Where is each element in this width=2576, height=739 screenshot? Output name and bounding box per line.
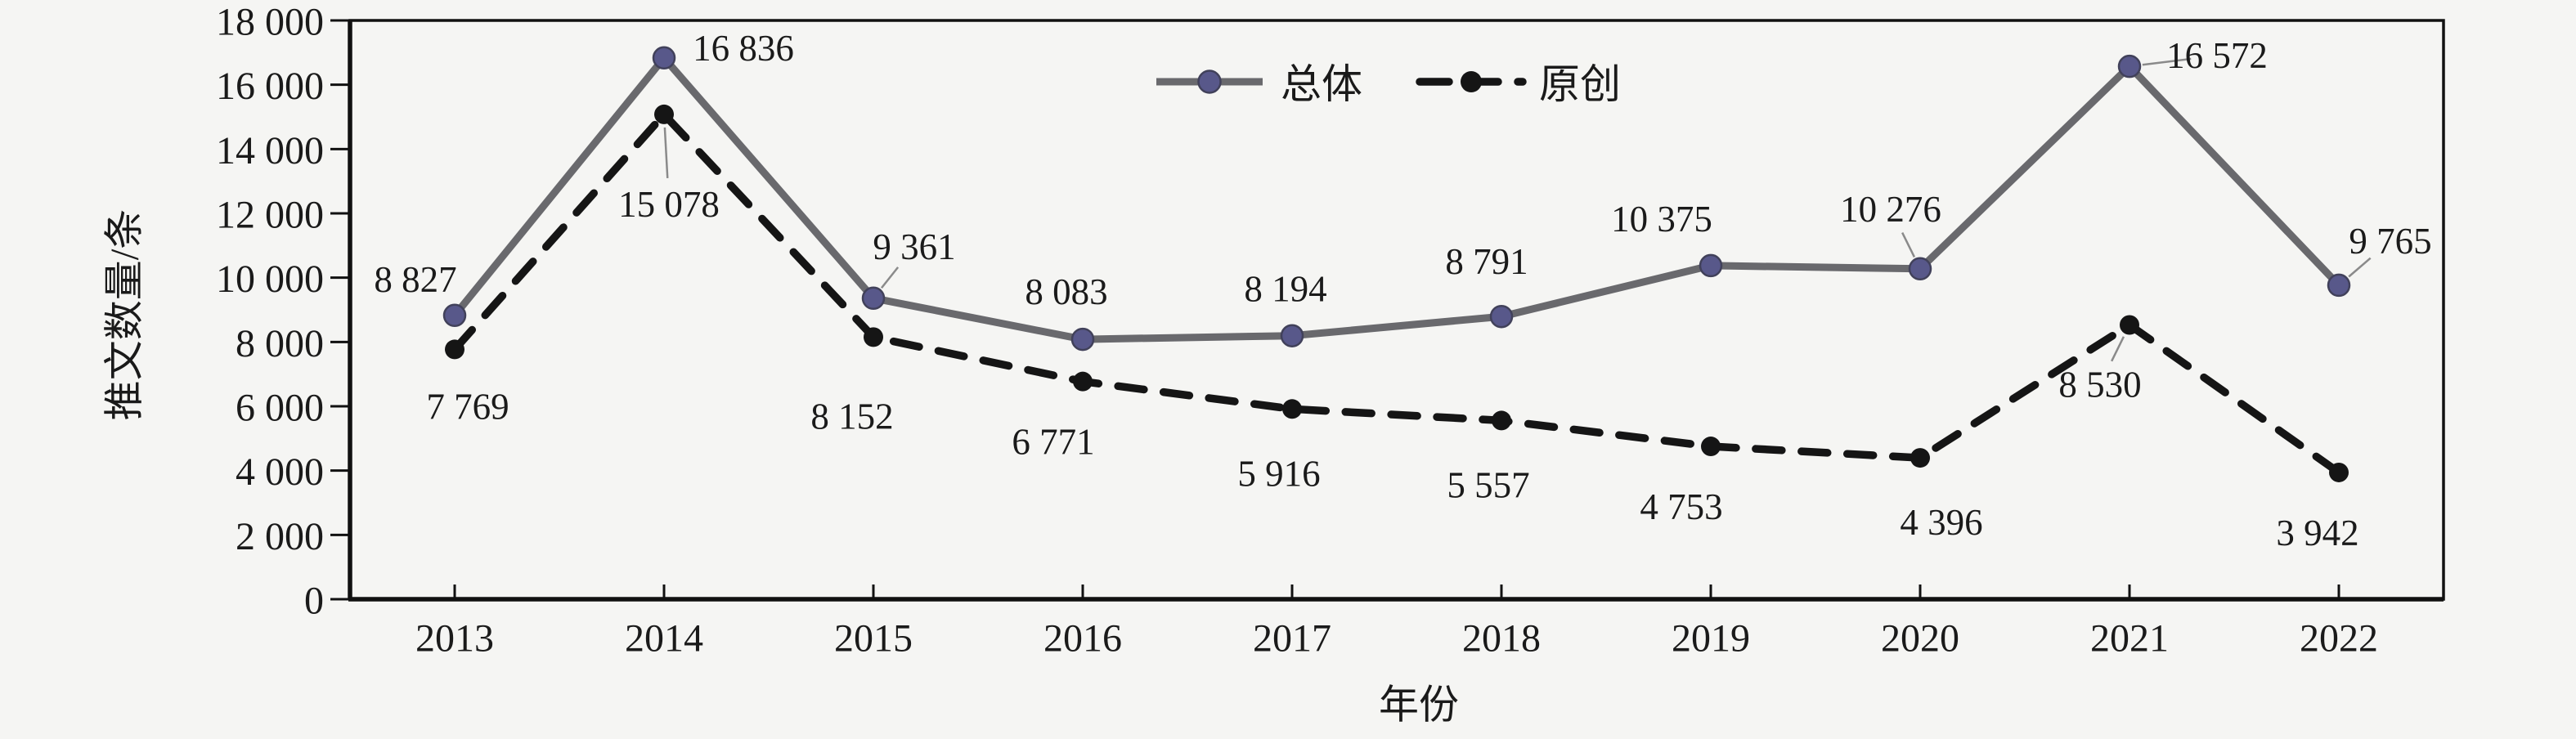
data-point-marker: [1489, 304, 1514, 329]
data-point-marker: [1910, 448, 1930, 468]
data-labels: 8 827 16 836 9 361 8 083 8 194 8 791 10 375 10 …: [374, 28, 2431, 553]
series-line-original: [451, 110, 2343, 477]
legend-item-total: 总体: [1156, 61, 1362, 107]
data-label: 8 083: [1025, 271, 1107, 312]
data-label: 4 396: [1900, 502, 1982, 543]
data-point-marker: [1073, 371, 1093, 392]
data-point-marker: [864, 327, 883, 347]
x-tick-label: 2022: [2300, 617, 2378, 661]
x-tick-label: 2018: [1462, 617, 1541, 661]
y-tick-label: 18 000: [216, 1, 324, 44]
data-point-marker: [1280, 324, 1304, 347]
legend-original-marker-icon: [1461, 71, 1482, 92]
y-tick-label: 14 000: [216, 129, 324, 172]
data-point-marker: [2120, 315, 2139, 335]
data-label-leader-line: [663, 127, 669, 179]
data-label: 9 765: [2349, 221, 2431, 262]
data-label: 8 791: [1445, 241, 1528, 282]
data-label-leader-line: [880, 266, 900, 289]
x-tick-label: 2016: [1043, 617, 1122, 661]
data-label: 8 152: [810, 396, 893, 437]
x-tick-label: 2013: [415, 617, 494, 661]
legend-item-original: 原创: [1416, 61, 1621, 107]
y-tick-label: 16 000: [216, 65, 324, 108]
x-tick-label: 2017: [1253, 617, 1331, 661]
data-label: 5 557: [1447, 464, 1529, 505]
y-axis-title: 推文数量/条: [102, 209, 147, 421]
legend: 总体 原创: [1156, 61, 1621, 107]
y-tick-label: 2 000: [236, 515, 324, 558]
data-label: 16 836: [693, 28, 794, 69]
x-tick-label: 2019: [1672, 617, 1750, 661]
data-label-leader-line: [2348, 257, 2372, 278]
legend-total-marker-icon: [1197, 69, 1222, 94]
x-axis-ticks: 2013 2014 2015 2016 2017 2018 2019 2020 2021 2022: [415, 584, 2378, 661]
y-tick-label: 10 000: [216, 258, 324, 301]
data-point-marker: [654, 104, 674, 124]
series-lines: [442, 46, 2351, 482]
data-label: 16 572: [2166, 35, 2268, 76]
y-axis-ticks: 0 2 000 4 000 6 000 8 000 10 000 12 000 14 000 1…: [216, 1, 350, 623]
y-tick-label: 6 000: [236, 387, 324, 430]
x-tick-label: 2021: [2090, 617, 2169, 661]
data-label: 7 769: [426, 386, 509, 427]
y-tick-label: 12 000: [216, 194, 324, 237]
data-label-leader-line: [2142, 57, 2192, 66]
label-leader-lines: [663, 57, 2372, 362]
data-label: 4 753: [1640, 486, 1722, 527]
x-tick-label: 2014: [625, 617, 703, 661]
data-label: 15 078: [618, 184, 720, 225]
data-point-marker: [2329, 462, 2349, 482]
data-point-marker: [445, 339, 464, 360]
y-tick-label: 4 000: [236, 450, 324, 494]
data-point-marker: [1699, 253, 1723, 278]
data-point-marker: [2117, 54, 2142, 78]
data-point-marker: [1282, 399, 1302, 419]
data-label: 5 916: [1237, 453, 1320, 494]
data-point-marker: [652, 46, 676, 70]
x-axis-title: 年份: [1379, 683, 1459, 728]
data-label: 6 771: [1012, 422, 1094, 463]
series-line-total: [451, 54, 2342, 343]
y-tick-label: 8 000: [236, 322, 324, 365]
data-point-marker: [1070, 327, 1095, 352]
data-label: 10 276: [1840, 189, 1941, 230]
data-label: 8 827: [374, 259, 456, 300]
data-label-leader-line: [1901, 231, 1916, 258]
data-label: 9 361: [873, 226, 955, 267]
data-label: 8 194: [1244, 269, 1326, 310]
y-tick-label: 0: [304, 580, 324, 623]
data-label: 8 530: [2058, 364, 2141, 405]
data-point-marker: [1701, 437, 1721, 457]
legend-original-label: 原创: [1539, 61, 1621, 107]
legend-total-label: 总体: [1281, 61, 1362, 107]
x-tick-label: 2020: [1881, 617, 1959, 661]
data-label: 10 375: [1611, 199, 1712, 240]
data-point-marker: [2327, 273, 2351, 298]
x-tick-label: 2015: [834, 617, 913, 661]
data-label: 3 942: [2276, 513, 2358, 553]
data-point-marker: [861, 286, 886, 311]
data-point-marker: [442, 303, 467, 328]
data-label-leader-line: [2111, 336, 2125, 362]
data-point-marker: [1492, 410, 1511, 431]
data-point-marker: [1908, 257, 1932, 281]
